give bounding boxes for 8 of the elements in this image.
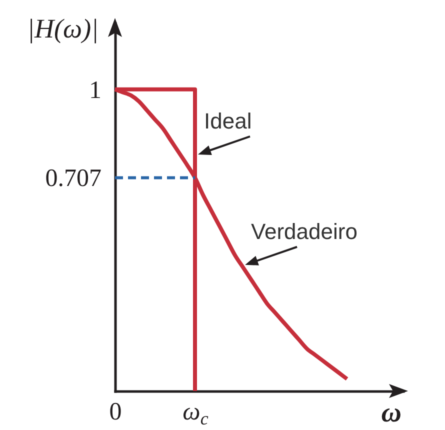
y-tick-label: 0.707	[45, 165, 102, 192]
series-label: Ideal	[204, 108, 252, 134]
x-tick-label: ω$_{c}$	[182, 398, 208, 429]
series-label: Verdadeiro	[251, 218, 358, 244]
x-axis-title: ω	[381, 398, 402, 428]
x-tick-label: 0	[109, 398, 122, 426]
y-axis-title: |H(ω)|	[27, 14, 98, 44]
y-tick-label: 1	[89, 76, 102, 104]
